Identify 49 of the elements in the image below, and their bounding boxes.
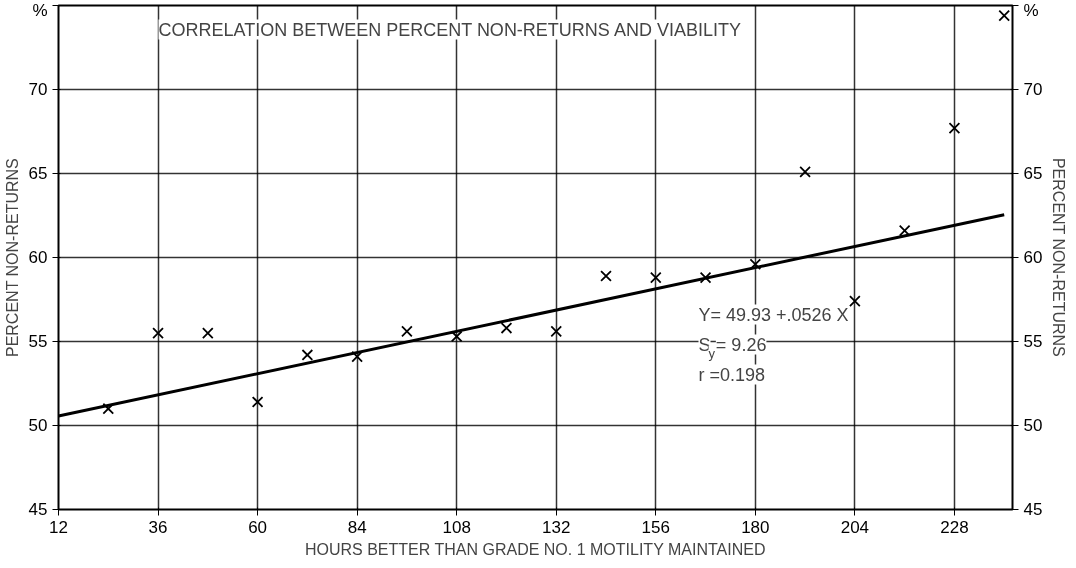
y-axis-title: PERCENT NON-RETURNS	[3, 158, 21, 358]
x-tick-label: 12	[49, 517, 68, 537]
point	[898, 224, 911, 237]
y-tick-label: %	[32, 0, 48, 20]
y2-tick-label: 70	[1023, 80, 1043, 99]
x-axis-title: HOURS BETTER THAN GRADE NO. 1 MOTILITY MAINTAINED	[304, 540, 766, 558]
point	[649, 271, 662, 284]
y2-tick-label: 65	[1023, 164, 1043, 183]
y-tick-label: 70	[28, 80, 48, 99]
x-tick-label: 60	[248, 517, 268, 537]
point	[102, 402, 115, 415]
point	[948, 122, 961, 134]
y-tick-label: 55	[28, 332, 48, 351]
point	[301, 349, 314, 361]
y-tick-label: 50	[28, 416, 48, 435]
point	[201, 327, 214, 339]
point	[251, 396, 264, 408]
x-tick-label: 108	[442, 517, 471, 537]
x-tick-label: 180	[741, 517, 770, 537]
point	[401, 325, 413, 338]
x-tick-label: 36	[148, 517, 168, 537]
point	[500, 322, 513, 334]
point	[450, 330, 463, 343]
point	[699, 271, 712, 284]
point	[600, 270, 612, 282]
y2-tick-label: 55	[1023, 332, 1043, 351]
y2-tick-label: 60	[1023, 248, 1043, 267]
point	[749, 258, 762, 271]
annotation: Y= 49.93 +.0526 X	[698, 304, 849, 325]
y2-tick-label: 45	[1023, 500, 1043, 519]
y-tick-label: 45	[28, 500, 48, 519]
annotation: r =0.198	[698, 364, 766, 385]
x-tick-label: 132	[542, 517, 571, 537]
x-tick-label: 228	[940, 517, 969, 537]
point	[152, 327, 164, 339]
x-tick-label: 84	[347, 517, 367, 537]
y2-axis-title: PERCENT NON-RETURNS	[1050, 157, 1068, 357]
point	[998, 9, 1011, 22]
y2-tick-label: 50	[1023, 416, 1043, 435]
point	[799, 165, 811, 178]
point	[351, 350, 363, 363]
y2-tick-label: %	[1023, 0, 1039, 20]
x-tick-label: 204	[840, 517, 870, 537]
point	[550, 325, 563, 338]
y-tick-label: 65	[28, 164, 48, 183]
point	[849, 295, 861, 308]
text: CORRELATION BETWEEN PERCENT NON-RETURNS AND VIABILITY	[158, 19, 741, 40]
y-tick-label: 60	[28, 248, 48, 267]
x-tick-label: 156	[641, 517, 670, 537]
